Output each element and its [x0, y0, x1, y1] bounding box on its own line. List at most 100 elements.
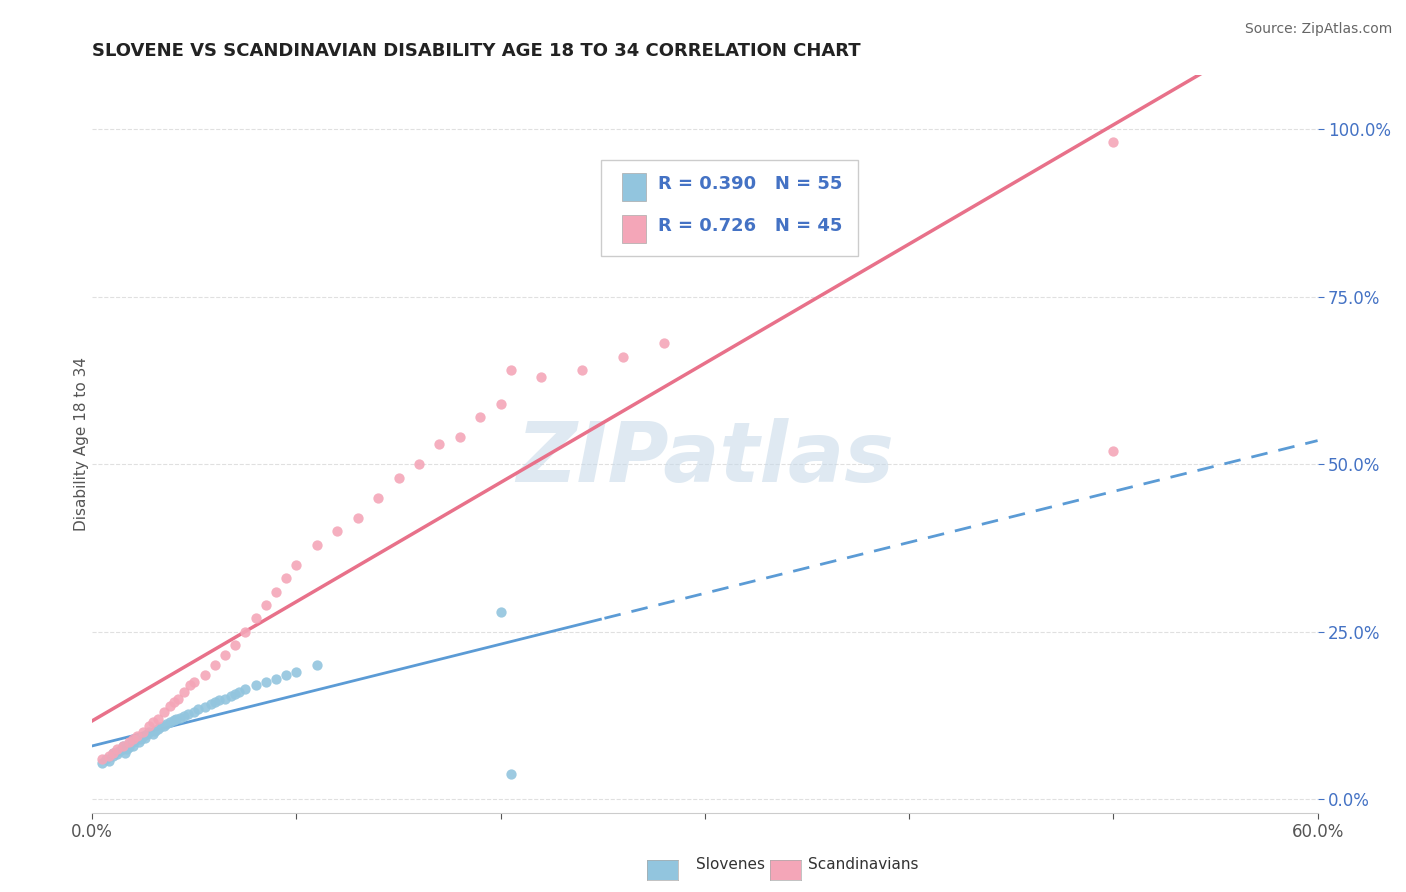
Point: [214, 692, 236, 706]
Point: [470, 410, 492, 425]
Point: [128, 735, 150, 749]
Point: [235, 624, 257, 639]
Point: [142, 715, 165, 730]
Point: [152, 706, 174, 720]
Point: [124, 733, 146, 747]
Point: [91, 752, 114, 766]
Point: [285, 665, 308, 679]
Point: [408, 457, 430, 471]
Point: [177, 706, 200, 721]
Point: [305, 658, 328, 673]
Point: [111, 742, 134, 756]
Point: [193, 700, 215, 714]
Point: [530, 370, 553, 384]
Point: [429, 437, 451, 451]
Point: [118, 738, 141, 752]
Text: R = 0.726   N = 45: R = 0.726 N = 45: [658, 217, 842, 235]
Point: [173, 685, 195, 699]
Point: [155, 717, 177, 731]
Point: [111, 739, 134, 753]
Point: [183, 706, 205, 720]
Point: [200, 698, 222, 712]
Point: [105, 742, 128, 756]
Point: [134, 731, 156, 745]
FancyBboxPatch shape: [600, 160, 858, 256]
Point: [114, 746, 136, 760]
Point: [132, 725, 155, 739]
Point: [228, 685, 250, 699]
Point: [285, 558, 308, 572]
Point: [224, 638, 246, 652]
Point: [219, 689, 242, 703]
Point: [136, 727, 159, 741]
Point: [173, 708, 195, 723]
Point: [129, 732, 152, 747]
Point: [169, 711, 191, 725]
Point: [127, 729, 149, 743]
Point: [107, 744, 129, 758]
Point: [264, 672, 287, 686]
Point: [346, 511, 368, 525]
Point: [127, 732, 149, 747]
Point: [138, 719, 160, 733]
Point: [163, 714, 186, 728]
Bar: [621, 173, 647, 201]
Point: [276, 571, 298, 585]
Point: [105, 747, 128, 761]
Point: [1102, 443, 1125, 458]
Point: [489, 605, 512, 619]
Point: [165, 712, 187, 726]
Y-axis label: Disability Age 18 to 34: Disability Age 18 to 34: [73, 357, 89, 531]
Point: [138, 725, 160, 739]
Point: [254, 598, 277, 612]
Point: [204, 695, 226, 709]
Point: [204, 658, 226, 673]
Point: [97, 748, 120, 763]
Point: [101, 748, 124, 763]
Point: [122, 732, 145, 747]
Point: [499, 363, 522, 377]
Point: [122, 739, 145, 753]
Point: [612, 350, 634, 364]
Point: [326, 524, 349, 539]
Point: [387, 470, 409, 484]
Text: Source: ZipAtlas.com: Source: ZipAtlas.com: [1244, 22, 1392, 37]
Point: [132, 729, 155, 743]
Point: [193, 668, 215, 682]
Point: [91, 756, 114, 770]
Point: [499, 767, 522, 781]
Point: [254, 675, 277, 690]
Bar: [621, 215, 647, 244]
Text: Slovenes: Slovenes: [696, 857, 765, 872]
Point: [122, 735, 145, 749]
Text: ZIPatlas: ZIPatlas: [516, 418, 894, 500]
Point: [115, 742, 138, 756]
Point: [101, 746, 124, 760]
Point: [245, 678, 267, 692]
Point: [159, 715, 181, 730]
Point: [652, 336, 675, 351]
Point: [146, 712, 169, 726]
Point: [449, 430, 471, 444]
Point: [118, 735, 141, 749]
Point: [148, 720, 170, 734]
Point: [305, 538, 328, 552]
Point: [179, 678, 201, 692]
Point: [1102, 135, 1125, 149]
Point: [145, 724, 167, 739]
Point: [152, 719, 174, 733]
Point: [97, 754, 120, 768]
Point: [276, 668, 298, 682]
Point: [128, 731, 150, 745]
Point: [159, 698, 181, 713]
Point: [187, 702, 209, 716]
Point: [96, 752, 118, 766]
Point: [101, 746, 124, 760]
Text: Scandinavians: Scandinavians: [808, 857, 920, 872]
Point: [142, 727, 165, 741]
Point: [245, 611, 267, 625]
Point: [183, 675, 205, 690]
Point: [224, 687, 246, 701]
Text: R = 0.390   N = 55: R = 0.390 N = 55: [658, 175, 842, 193]
Point: [208, 693, 231, 707]
